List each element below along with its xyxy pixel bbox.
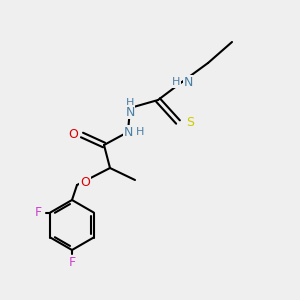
- Text: H: H: [172, 77, 180, 87]
- Text: N: N: [125, 106, 135, 118]
- Text: O: O: [68, 128, 78, 142]
- Text: N: N: [183, 76, 193, 88]
- Text: F: F: [68, 256, 76, 268]
- Text: H: H: [126, 98, 134, 108]
- Text: F: F: [35, 206, 42, 219]
- Text: S: S: [186, 116, 194, 128]
- Text: O: O: [80, 176, 90, 190]
- Text: H: H: [136, 127, 144, 137]
- Text: N: N: [123, 125, 133, 139]
